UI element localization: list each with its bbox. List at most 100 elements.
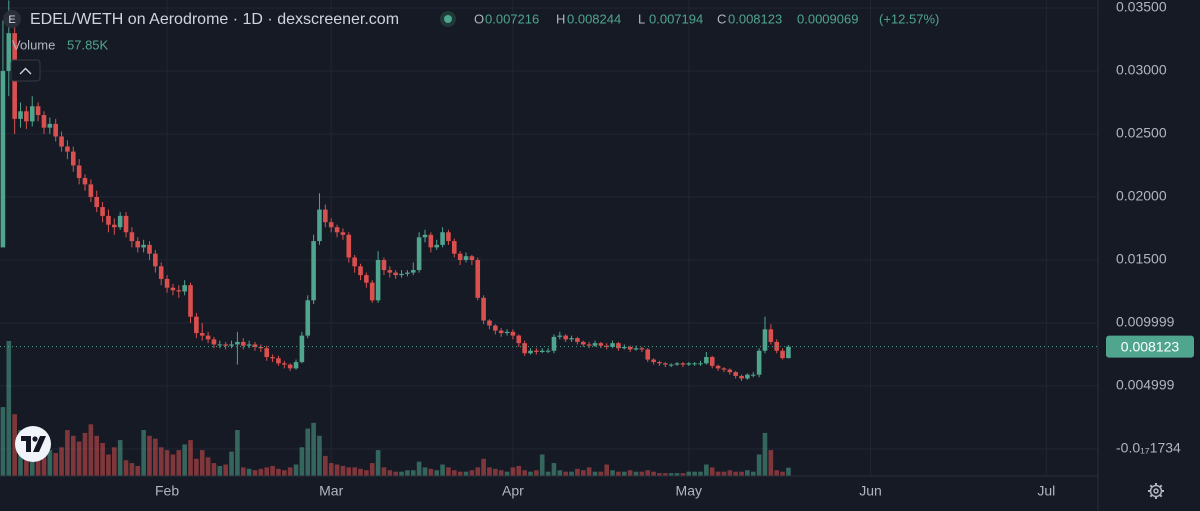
token-icon [3,10,21,28]
candle-body [416,237,422,271]
y-tick-label: 0.03500 [1116,0,1167,15]
candle-body [516,335,522,344]
volume-bar [745,470,750,476]
candle-body [528,350,533,354]
y-tick-label: 0.009999 [1116,314,1175,330]
volume-bar [182,444,187,476]
candle-body [375,259,381,301]
candle-body [575,338,580,342]
volume-bar [170,454,176,476]
candle-body [18,111,23,119]
candle-body [59,136,64,147]
volume-bar [0,407,6,476]
volume-bar [774,470,779,476]
volume-bar [451,470,457,476]
volume-bar [627,470,633,476]
volume-bar [569,471,574,476]
candle-body [510,331,516,336]
tradingview-logo[interactable] [15,426,51,462]
candle-body [223,344,228,346]
candle-body [410,270,416,273]
volume-bar [381,467,387,476]
candle-layer [0,0,791,381]
volume-bar [786,467,791,476]
candle-body [217,344,223,346]
candle-body [621,346,627,349]
candle-body [129,232,135,242]
candle-body [88,184,94,197]
volume-bar [211,463,217,476]
candle-body [422,234,428,238]
candle-body [692,363,697,365]
candle-body [346,234,352,258]
candle-body [147,244,152,254]
volume-bar [153,438,158,476]
candle-body [768,329,774,342]
candle-body [610,343,615,347]
volume-bar [780,471,785,476]
candle-body [387,270,393,273]
volume-bar [545,471,551,476]
candle-body [235,341,240,345]
volume-bar [733,471,738,476]
volume-bar [410,470,416,476]
change-value: 0.0009069 [797,11,858,26]
candle-body [270,357,275,359]
candle-body [305,300,311,336]
candle-body [352,257,357,267]
candle-body [498,330,504,334]
candle-body [135,241,141,248]
volume-bar [135,465,141,476]
candle-body [29,106,35,122]
candle-body [153,253,158,267]
volume-bar [756,454,762,476]
volume-bar [340,465,346,476]
volume-bar [575,468,580,476]
volume-bar [358,468,363,476]
volume-bar [668,473,674,476]
x-tick-label: May [676,483,702,499]
candle-body [76,165,82,179]
candle-body [258,346,264,349]
ohlc-value: 0.008123 [728,11,782,26]
volume-bar [76,441,82,476]
collapse-chevron [19,67,32,75]
candle-body [399,273,404,276]
volume-bar [674,473,680,476]
volume-bar [416,461,422,476]
volume-bar [557,470,563,476]
candle-body [668,364,674,366]
settings-button[interactable] [1148,483,1164,499]
candle-body [551,336,557,351]
candle-body [440,232,445,245]
candle-body [786,346,791,359]
volume-bar [282,470,287,476]
volume-bar [299,447,305,476]
candle-body [94,196,100,208]
candle-body [756,350,762,375]
y-tick-label: 0.02500 [1116,125,1167,141]
candle-body [182,285,187,292]
volume-bar [88,424,94,476]
candle-body [627,346,633,350]
candle-body [522,343,527,354]
candle-body [65,146,70,152]
candle-body [358,266,363,276]
candle-body [745,374,750,379]
candle-body [475,259,481,298]
candle-body [657,362,662,364]
candle-body [780,350,785,359]
volume-bar [352,467,357,476]
volume-bar [240,467,246,476]
volume-bar [53,453,58,476]
candle-body [0,70,6,248]
volume-bar [117,440,123,476]
collapse-button[interactable] [10,59,41,82]
ohlc-letter: H [556,11,565,26]
candle-body [47,123,53,128]
candle-body [598,343,604,346]
volume-bar [563,471,568,476]
volume-bar [551,463,557,476]
candle-body [663,363,668,365]
